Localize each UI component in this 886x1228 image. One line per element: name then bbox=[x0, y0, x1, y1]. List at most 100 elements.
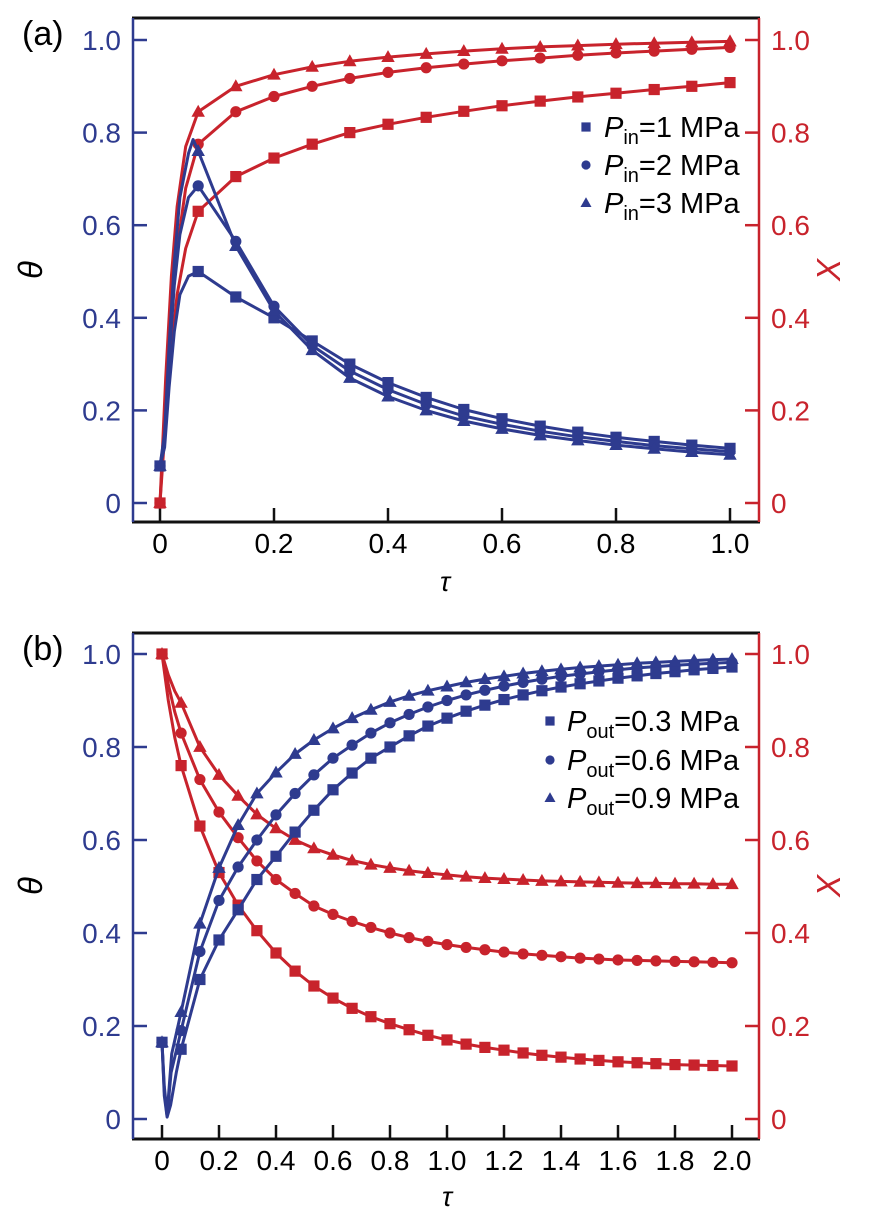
x-tick-label: 2.0 bbox=[713, 1145, 752, 1176]
series-triangle-marker bbox=[495, 421, 509, 434]
right-y-tick-label: 0.8 bbox=[771, 118, 810, 149]
panel-label: (a) bbox=[22, 15, 64, 53]
right-y-tick-label: 0.6 bbox=[771, 825, 810, 856]
series-triangle-marker bbox=[630, 876, 644, 889]
series-square-marker bbox=[724, 76, 736, 89]
x-tick-label: 0.2 bbox=[255, 528, 294, 559]
series-circle-marker bbox=[574, 952, 586, 964]
series-square-marker bbox=[382, 118, 394, 130]
series-square-marker bbox=[669, 1058, 681, 1071]
right-y-tick-label: 0 bbox=[771, 488, 787, 519]
series-line bbox=[158, 138, 732, 468]
series-circle-marker bbox=[648, 45, 660, 57]
series-triangle-marker bbox=[191, 104, 205, 117]
series-triangle-marker bbox=[459, 869, 473, 882]
series-circle-marker bbox=[420, 62, 432, 74]
series-square-marker bbox=[612, 672, 624, 684]
x-tick-label: 1.8 bbox=[656, 1145, 695, 1176]
series-triangle-marker bbox=[345, 711, 359, 724]
series-circle-marker bbox=[251, 855, 263, 867]
series-triangle-marker bbox=[571, 433, 585, 446]
left-y-tick-label: 0.8 bbox=[82, 732, 121, 763]
series-circle-marker bbox=[213, 894, 225, 907]
x-tick-label: 0.2 bbox=[200, 1145, 239, 1176]
series-triangle-marker bbox=[725, 877, 739, 890]
series-square-marker bbox=[688, 1059, 700, 1071]
series-square-marker bbox=[536, 1049, 548, 1061]
series-square-marker bbox=[441, 1034, 453, 1046]
series-triangle-marker bbox=[516, 872, 530, 885]
series-square-marker bbox=[192, 205, 204, 217]
series-triangle-marker bbox=[478, 871, 492, 884]
left-y-tick-label: 0.6 bbox=[82, 825, 121, 856]
series-circle-marker bbox=[422, 935, 434, 947]
series-circle-marker bbox=[213, 806, 225, 818]
left-y-tick-label: 0 bbox=[105, 488, 121, 519]
legend-circle-marker bbox=[581, 160, 591, 170]
series-square-marker bbox=[574, 1053, 586, 1065]
series-triangle-marker bbox=[497, 669, 511, 682]
series-square-marker bbox=[441, 712, 453, 724]
series-square-marker bbox=[346, 1002, 358, 1014]
series-square-marker bbox=[631, 1057, 643, 1069]
series-square-marker bbox=[232, 904, 244, 916]
series-square-marker bbox=[327, 784, 339, 796]
series-triangle-marker bbox=[685, 445, 699, 457]
series-triangle-marker bbox=[326, 847, 340, 860]
series-circle-marker bbox=[534, 52, 546, 64]
series-square-marker bbox=[496, 100, 508, 112]
right-y-tick-label: 1.0 bbox=[771, 25, 810, 56]
x-tick-label: 1.2 bbox=[485, 1145, 524, 1176]
series-triangle-marker bbox=[647, 36, 661, 49]
legend-triangle-marker bbox=[544, 792, 556, 803]
series-line bbox=[158, 184, 732, 468]
series-triangle-marker bbox=[307, 733, 321, 745]
series-square-marker bbox=[327, 992, 339, 1004]
series-square-marker bbox=[346, 767, 358, 779]
series-square-marker bbox=[650, 667, 662, 680]
right-y-tick-label: 0.6 bbox=[771, 210, 810, 241]
legend-label: Pin=3 MPa bbox=[604, 188, 741, 225]
series-square-marker bbox=[422, 720, 434, 732]
series-triangle-marker bbox=[191, 144, 205, 157]
series-square-marker bbox=[517, 1047, 529, 1059]
series-square-marker bbox=[194, 973, 206, 986]
series-triangle-marker bbox=[307, 841, 321, 854]
series-square-marker bbox=[384, 1018, 396, 1030]
right-y-tick-label: 0.8 bbox=[771, 732, 810, 763]
series-square-marker bbox=[726, 1060, 738, 1072]
series-triangle-marker bbox=[668, 654, 682, 667]
series-triangle-marker bbox=[155, 647, 169, 659]
series-square-marker bbox=[555, 681, 567, 693]
series-circle-marker bbox=[384, 717, 396, 729]
left-y-axis-title: θ bbox=[12, 877, 49, 895]
series-square-marker bbox=[230, 291, 242, 303]
series-square-marker bbox=[593, 1054, 605, 1067]
legend-label: Pin=2 MPa bbox=[604, 150, 741, 187]
series-triangle-marker bbox=[231, 818, 245, 831]
series-triangle-marker bbox=[725, 652, 739, 665]
series-square-marker bbox=[555, 1051, 567, 1063]
series-square-marker bbox=[268, 312, 280, 324]
left-y-tick-label: 0 bbox=[105, 1104, 121, 1135]
series-circle-marker bbox=[536, 949, 548, 961]
series-square-marker bbox=[479, 1041, 491, 1053]
panel-b-chart: 0 0.2 0.4 0.6 0.8 1.0 1.2 1.4 1.6 1.8 2.0 0 0.2 0.4 0.… bbox=[12, 630, 847, 1212]
series-triangle-marker bbox=[440, 679, 454, 692]
x-tick-label: 1.0 bbox=[428, 1145, 467, 1176]
series-square-marker bbox=[612, 1056, 624, 1068]
legend-label: Pout=0.3 MPa bbox=[567, 706, 740, 743]
series-circle-marker bbox=[460, 689, 472, 701]
series-triangle-marker bbox=[459, 675, 473, 688]
series-square-marker bbox=[610, 87, 622, 99]
series-circle-marker bbox=[365, 727, 377, 739]
right-y-axis-title: X bbox=[810, 873, 847, 898]
right-y-tick-label: 1.0 bbox=[771, 639, 810, 670]
series-triangle-marker bbox=[153, 458, 167, 471]
series-triangle-marker bbox=[193, 740, 207, 752]
series-triangle-marker bbox=[497, 872, 511, 884]
series-circle-marker bbox=[308, 900, 320, 912]
series-triangle-marker bbox=[288, 746, 302, 759]
series-circle-marker bbox=[610, 47, 622, 59]
